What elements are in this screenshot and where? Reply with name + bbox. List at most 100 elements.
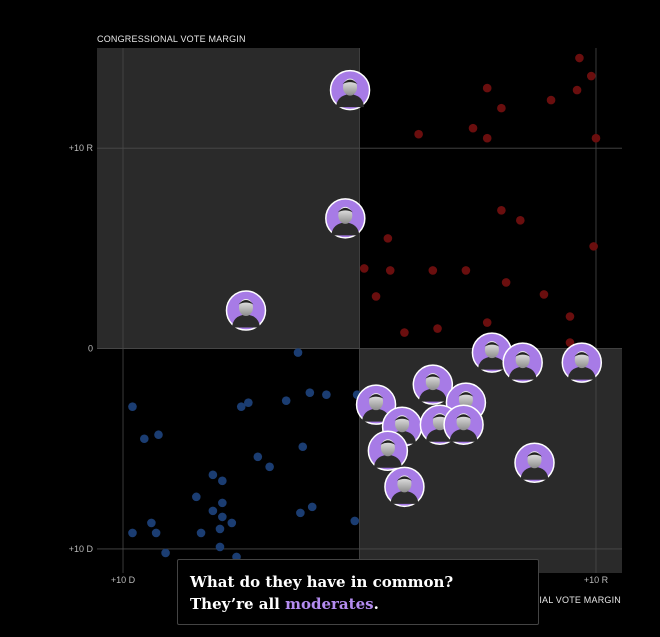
republican-point (565, 312, 575, 321)
democrat-point (296, 508, 305, 518)
avatar-hair (484, 342, 500, 347)
democrat-point (139, 434, 149, 444)
democrat-point (350, 516, 360, 526)
shaded-quadrants (97, 48, 622, 573)
democrat-point (244, 398, 253, 407)
republican-point (572, 85, 582, 95)
republican-point (516, 216, 525, 225)
democrat-point (218, 512, 227, 522)
avatar-face (395, 415, 410, 433)
republican-point (385, 266, 395, 275)
avatar-shoulders (508, 366, 537, 380)
y-tick-label: +10 R (69, 143, 94, 153)
democrat-point (128, 528, 137, 538)
democrat-point (307, 502, 317, 512)
avatar-hair (458, 392, 474, 397)
avatar-shoulders (331, 222, 360, 236)
democrat-point (236, 402, 246, 411)
member-avatar (514, 442, 555, 484)
avatar-hair (368, 394, 384, 399)
x-tick-label: +10 D (111, 575, 136, 585)
democrat-point (265, 462, 274, 472)
avatar-face (238, 299, 253, 316)
democrat-point (218, 476, 227, 486)
x-axis-title: IAL VOTE MARGIN (539, 595, 621, 605)
democrat-point (154, 430, 163, 440)
avatar-shoulders (449, 428, 478, 442)
democrat-point (305, 388, 315, 397)
member-avatar (384, 466, 425, 508)
member-avatar (412, 364, 454, 405)
avatar-face (515, 351, 530, 369)
member-avatar (471, 332, 513, 373)
avatar-hair (456, 414, 472, 419)
democrat-point (253, 452, 263, 462)
democrat-point (192, 492, 201, 502)
democrat-point (147, 518, 156, 528)
avatar-shoulders (231, 314, 260, 328)
data-points (128, 53, 601, 562)
democrat-point (161, 548, 170, 558)
republican-point (383, 234, 393, 243)
avatar-hair (527, 452, 542, 457)
member-avatar (325, 198, 366, 239)
republican-point (497, 103, 506, 113)
democrat-point (227, 518, 237, 528)
avatar-face (456, 413, 471, 431)
avatar-shoulders (390, 490, 419, 504)
avatar-face (369, 393, 384, 411)
y-axis-title: CONGRESSIONAL VOTE MARGIN (97, 34, 246, 44)
member-avatar (225, 290, 267, 331)
avatar-hair (342, 79, 358, 85)
democrat-point (215, 524, 225, 534)
republican-point (482, 133, 492, 143)
republican-point (371, 292, 381, 301)
caption-line-2: They’re all moderates. (190, 593, 526, 615)
avatar-shoulders (336, 94, 365, 108)
republican-point (575, 53, 584, 63)
y-tick-label: +10 D (69, 544, 94, 554)
avatar-hair (337, 207, 353, 213)
axis-ticks: +10 R 0 +10 D +10 D +10 R (69, 143, 609, 585)
member-avatar (355, 384, 397, 425)
member-avatar (502, 342, 543, 383)
avatar-face (380, 439, 395, 457)
republican-point (586, 71, 596, 81)
avatar-shoulders (373, 454, 402, 468)
avatar-face (338, 206, 353, 224)
caption-line-1: What do they have in common? (190, 573, 454, 591)
republican-point (414, 129, 423, 139)
y-tick-label: 0 (88, 344, 93, 354)
avatar-hair (425, 374, 441, 379)
member-avatar (329, 69, 371, 111)
republican-point (468, 123, 478, 133)
avatar-face (397, 475, 412, 493)
republican-point (359, 264, 369, 273)
caption-suffix: . (373, 595, 379, 613)
avatar-face (484, 341, 499, 359)
avatar-face (527, 451, 542, 469)
democrat-point (322, 390, 331, 399)
member-avatar (367, 430, 409, 472)
caption-prefix: They’re all (190, 595, 286, 613)
avatar-hair (574, 352, 590, 357)
avatar-face (458, 391, 473, 409)
republican-point (501, 278, 511, 287)
democrat-point (208, 470, 218, 480)
avatar-hair (238, 300, 254, 305)
republican-point (591, 133, 601, 143)
highlighted-members (225, 69, 603, 508)
caption-highlight: moderates (285, 595, 374, 613)
avatar-hair (515, 352, 531, 357)
democrat-point (298, 442, 308, 452)
republican-point (589, 242, 598, 251)
republican-point (497, 206, 506, 215)
avatar-shoulders (567, 366, 596, 380)
democrat-point (208, 506, 218, 516)
avatar-shoulders (362, 408, 391, 422)
republican-point (565, 338, 575, 347)
avatar-face (425, 373, 440, 391)
republican-point (539, 290, 549, 299)
avatar-shoulders (520, 466, 549, 480)
